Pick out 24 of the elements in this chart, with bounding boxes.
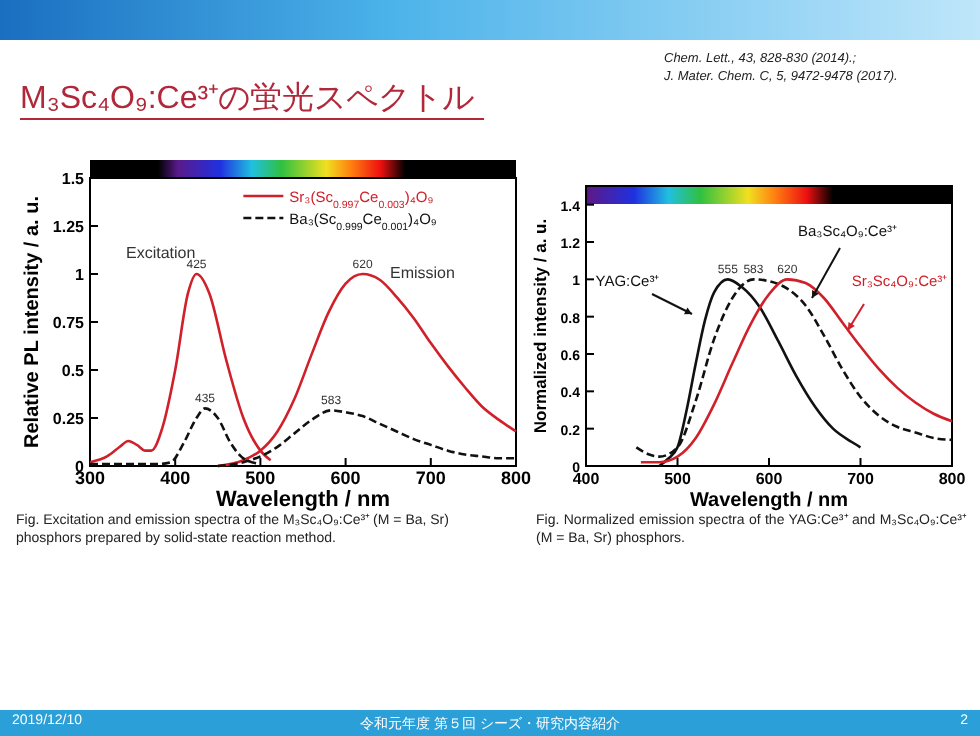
x-tick-label: 700 bbox=[415, 468, 446, 488]
x-tick-label: 500 bbox=[245, 468, 276, 488]
chart-title: M₃Sc₄O₉:Ce³⁺の蛍光スペクトル bbox=[20, 79, 475, 120]
x-tick-label: 600 bbox=[330, 468, 361, 488]
x-tick-label: 500 bbox=[664, 470, 692, 488]
x-tick-label: 300 bbox=[74, 468, 106, 488]
y-tick-label: 0.75 bbox=[52, 314, 86, 332]
x-tick-label: 400 bbox=[160, 468, 191, 488]
y-tick-label: 1.5 bbox=[61, 170, 86, 188]
x-axis-title: Wavelength / nm bbox=[689, 490, 849, 512]
y-tick-label: 1.25 bbox=[52, 218, 86, 236]
x-tick-label: 800 bbox=[938, 470, 967, 488]
annotation: Emission bbox=[390, 264, 455, 282]
y-tick-label: 0.5 bbox=[61, 362, 86, 380]
x-axis-title: Wavelength / nm bbox=[216, 488, 391, 512]
annotation: Excitation bbox=[126, 244, 196, 262]
x-tick-label: 700 bbox=[847, 470, 875, 488]
y-tick-label: 1 bbox=[75, 266, 86, 284]
x-tick-label: 600 bbox=[755, 470, 784, 488]
y-axis-title: Relative PL intensity / a. u. bbox=[22, 195, 44, 448]
x-tick-label: 800 bbox=[500, 468, 532, 488]
y-tick-label: 0.25 bbox=[52, 410, 86, 428]
y-axis-title: Normalized intensity / a. u. bbox=[530, 218, 550, 434]
x-tick-label: 400 bbox=[572, 470, 601, 488]
